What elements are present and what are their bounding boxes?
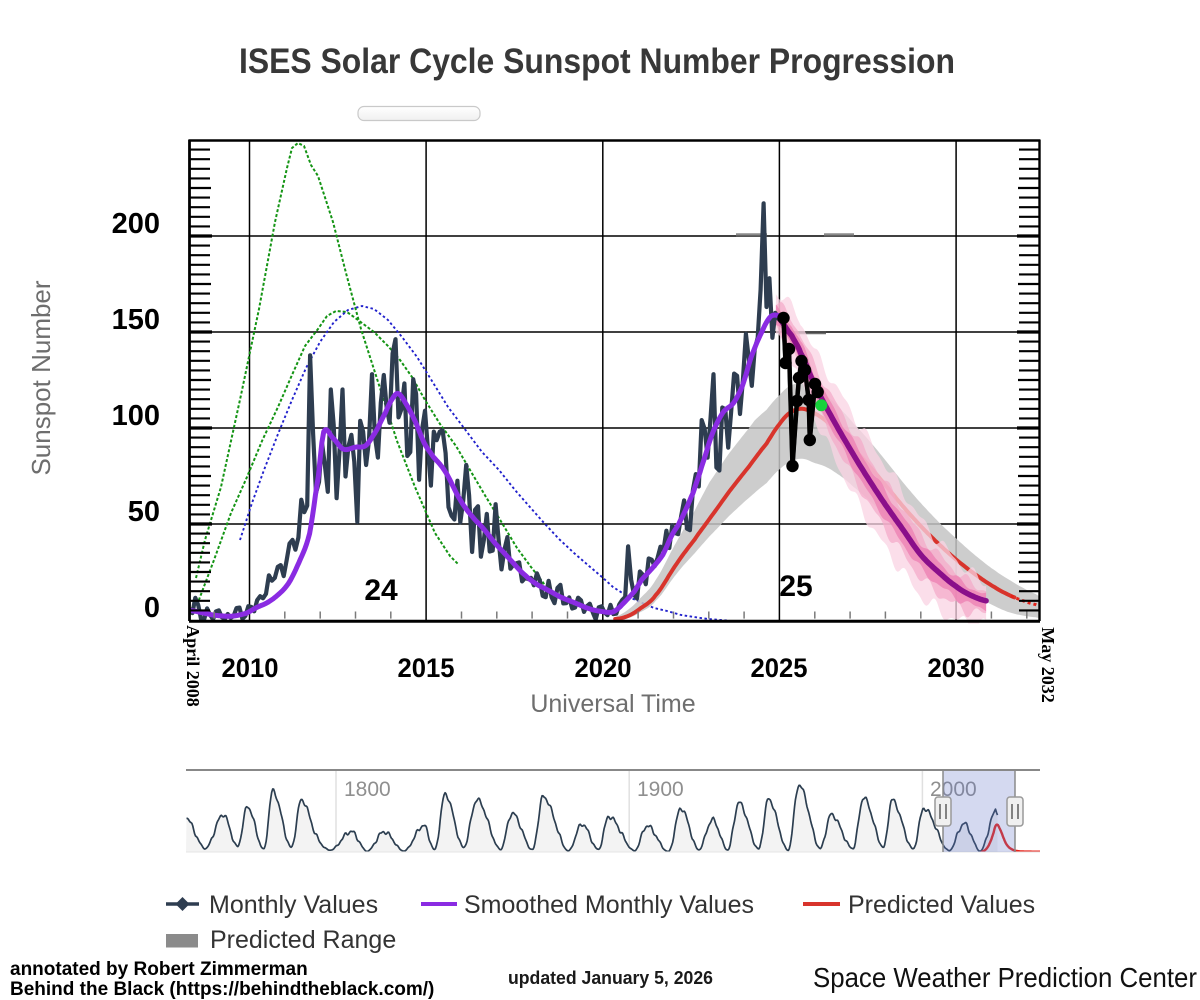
svg-text:150: 150 [112, 304, 160, 336]
svg-text:Universal Time: Universal Time [530, 690, 695, 718]
svg-text:25: 25 [779, 570, 812, 603]
svg-text:Sunspot Number: Sunspot Number [26, 280, 56, 475]
svg-text:ISES Solar Cycle Sunspot Numbe: ISES Solar Cycle Sunspot Number Progress… [239, 42, 955, 81]
svg-text:annotated by Robert Zimmerman: annotated by Robert Zimmerman [10, 959, 308, 980]
svg-text:2020: 2020 [575, 653, 632, 683]
svg-text:24: 24 [364, 574, 398, 607]
svg-text:2015: 2015 [398, 653, 455, 683]
svg-text:Monthly Values: Monthly Values [209, 891, 378, 919]
svg-text:0: 0 [144, 592, 160, 624]
svg-text:2025: 2025 [751, 653, 808, 683]
svg-text:Behind the Black (https://behi: Behind the Black (https://behindtheblack… [10, 979, 434, 1000]
svg-text:2000: 2000 [930, 778, 977, 801]
svg-text:updated January 5, 2026: updated January 5, 2026 [508, 968, 713, 988]
svg-text:1800: 1800 [344, 778, 391, 801]
svg-text:2010: 2010 [222, 653, 279, 683]
svg-text:Space Weather Prediction Cente: Space Weather Prediction Center [813, 962, 1197, 993]
svg-text:2030: 2030 [928, 653, 985, 683]
svg-text:Predicted Range: Predicted Range [210, 926, 396, 954]
svg-text:Predicted Values: Predicted Values [848, 891, 1035, 919]
svg-text:200: 200 [112, 208, 160, 240]
svg-text:May 2032: May 2032 [1038, 627, 1058, 703]
svg-text:50: 50 [128, 496, 160, 528]
svg-text:100: 100 [112, 400, 160, 432]
svg-text:1900: 1900 [637, 778, 684, 801]
svg-text:Smoothed Monthly Values: Smoothed Monthly Values [464, 891, 754, 919]
svg-text:April 2008: April 2008 [183, 625, 203, 707]
